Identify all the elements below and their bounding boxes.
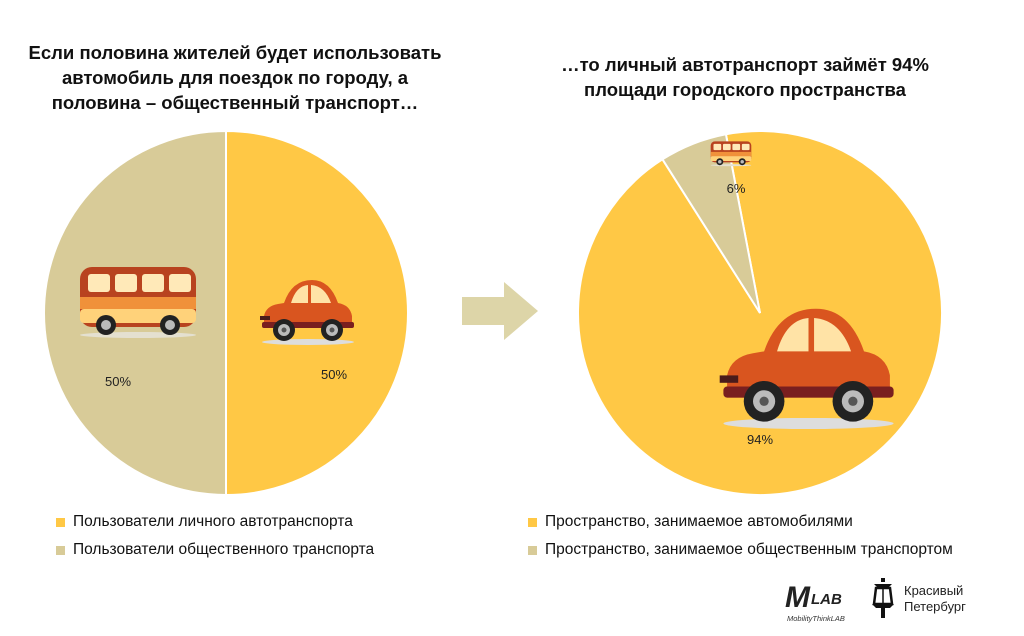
car-icon bbox=[260, 280, 354, 345]
legend-swatch bbox=[56, 517, 65, 527]
kp-logo-line1: Красивый bbox=[904, 583, 964, 598]
legend-item-transit-space: Пространство, занимаемое общественным тр… bbox=[528, 536, 953, 564]
mlab-logo-lab: LAB bbox=[811, 591, 842, 608]
right-pie-chart: 94% 6% bbox=[577, 130, 943, 496]
left-pie-chart: 50% 50% bbox=[43, 129, 409, 497]
legend-label: Пространство, занимаемое общественным тр… bbox=[545, 541, 953, 558]
right-chart-title: …то личный автотранспорт займёт 94% площ… bbox=[561, 54, 929, 100]
pie-data-label-1: 6% bbox=[727, 181, 746, 196]
mlab-logo-letter: M bbox=[785, 581, 810, 614]
legend-item-transit-users: Пользователи общественного транспорта bbox=[56, 536, 374, 564]
pie-data-label-0: 94% bbox=[747, 432, 773, 447]
mlab-logo-subtitle: MobilityThinkLAB bbox=[787, 614, 845, 623]
bus-icon bbox=[80, 267, 196, 338]
right-legend: Пространство, занимаемое автомобилями Пр… bbox=[528, 508, 953, 564]
legend-swatch bbox=[528, 545, 537, 555]
kp-logo-line2: Петербург bbox=[904, 599, 966, 614]
legend-label: Пространство, занимаемое автомобилями bbox=[545, 513, 853, 530]
legend-swatch bbox=[528, 517, 537, 527]
bus-icon bbox=[710, 141, 752, 167]
mlab-logo: M LAB MobilityThinkLAB bbox=[785, 581, 865, 625]
street-lamp-icon bbox=[872, 578, 894, 618]
right-arrow-icon bbox=[462, 282, 538, 340]
legend-label: Пользователи личного автотранспорта bbox=[73, 513, 353, 530]
pie-data-label-1: 50% bbox=[105, 374, 131, 389]
legend-item-car-users: Пользователи личного автотранспорта bbox=[56, 508, 374, 536]
pie-slice-1 bbox=[661, 133, 761, 314]
legend-swatch bbox=[56, 545, 65, 555]
krasivy-peterburg-logo: Красивый Петербург bbox=[866, 578, 986, 622]
legend-label: Пользователи общественного транспорта bbox=[73, 541, 375, 558]
pie-data-label-0: 50% bbox=[321, 367, 347, 382]
left-chart-title: Если половина жителей будет использовать… bbox=[28, 42, 442, 113]
left-legend: Пользователи личного автотранспорта Поль… bbox=[56, 508, 374, 564]
car-icon bbox=[719, 308, 894, 430]
legend-item-car-space: Пространство, занимаемое автомобилями bbox=[528, 508, 953, 536]
